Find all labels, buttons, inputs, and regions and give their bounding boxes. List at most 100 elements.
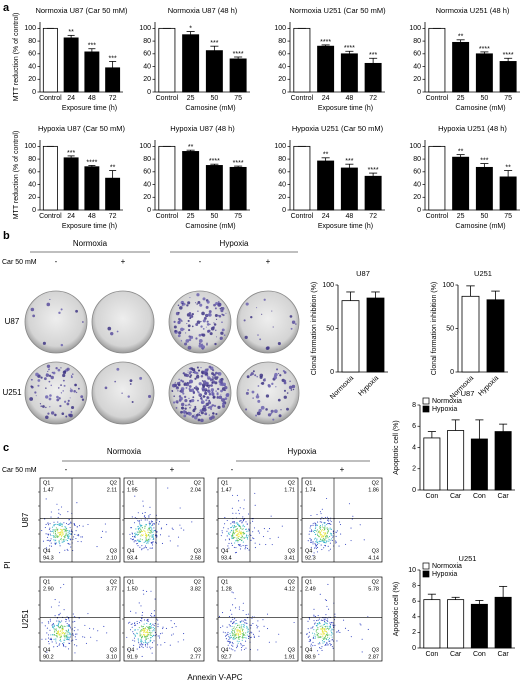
event (42, 540, 44, 542)
event (60, 532, 62, 534)
event (53, 529, 56, 531)
event (138, 528, 140, 530)
event (54, 543, 56, 545)
colony (277, 398, 281, 402)
event (257, 625, 259, 627)
colony (212, 377, 214, 379)
event (74, 620, 76, 623)
significance: ** (458, 148, 464, 155)
event (62, 532, 64, 534)
colony (219, 336, 223, 340)
event (139, 522, 141, 524)
colony (52, 371, 56, 375)
panel-label: b (3, 230, 10, 242)
event (69, 632, 71, 634)
colony (63, 370, 67, 373)
event (309, 618, 311, 620)
event (167, 487, 169, 489)
event (133, 644, 135, 647)
event (153, 527, 155, 529)
event (252, 537, 254, 539)
colony (182, 402, 184, 404)
y-tick-label: 80 (143, 156, 151, 163)
event (235, 619, 237, 622)
x-tick-label: 48 (345, 95, 353, 102)
colony (37, 379, 41, 382)
colony (213, 404, 215, 406)
event (315, 524, 317, 526)
colony (215, 329, 217, 332)
legend-swatch (422, 397, 430, 405)
event (54, 599, 56, 601)
colony (182, 372, 186, 375)
event (325, 628, 327, 630)
x-tick-label: Car (450, 493, 462, 500)
y-tick-label: 8 (412, 582, 416, 589)
colony (185, 386, 188, 389)
event (46, 632, 48, 634)
colony (270, 409, 274, 413)
event (130, 527, 133, 529)
y-tick-label: 100 (139, 25, 151, 32)
bar (293, 27, 311, 93)
event (148, 516, 150, 518)
colony (179, 396, 183, 401)
event (324, 625, 326, 628)
event (67, 532, 69, 534)
significance: *** (109, 55, 117, 62)
dish (91, 290, 155, 354)
quadrant-value: 92.7 (221, 654, 232, 660)
event (227, 545, 229, 547)
event (312, 541, 314, 543)
event (230, 636, 232, 638)
bar (63, 37, 79, 93)
event (226, 626, 228, 628)
event (46, 627, 48, 629)
event (326, 532, 329, 534)
event (236, 626, 238, 628)
event (53, 525, 55, 527)
event (142, 646, 144, 649)
x-tick-label: 48 (88, 95, 96, 102)
event (324, 525, 326, 527)
event (55, 539, 57, 541)
event (307, 540, 309, 542)
colony (81, 321, 84, 323)
event (326, 633, 328, 635)
event (327, 518, 330, 520)
event (244, 533, 246, 535)
colony (278, 414, 282, 418)
event (139, 644, 141, 646)
y-axis-label: Apoptotic cell (%) (393, 582, 400, 636)
event (258, 530, 260, 532)
bar (182, 34, 200, 93)
event (148, 626, 150, 628)
x-tick-label: 72 (369, 213, 377, 220)
sign: + (121, 257, 126, 266)
event (241, 532, 243, 534)
dish (236, 361, 300, 425)
colony (206, 322, 210, 326)
bar (293, 145, 311, 211)
colony (60, 392, 63, 394)
colony (254, 374, 257, 377)
event (327, 618, 329, 620)
event (54, 533, 56, 535)
event (321, 529, 323, 531)
colony (189, 317, 192, 320)
colony (185, 382, 190, 387)
event (141, 614, 143, 616)
event (140, 640, 142, 642)
event (233, 520, 235, 523)
event (345, 543, 347, 545)
bar (158, 145, 176, 211)
event (54, 542, 56, 544)
event (162, 626, 164, 628)
event (57, 625, 60, 628)
event (105, 531, 107, 533)
event (59, 522, 62, 524)
event (147, 632, 149, 634)
y-tick-label: 20 (28, 76, 36, 83)
event (323, 532, 325, 534)
y-tick-label: 80 (143, 38, 151, 45)
